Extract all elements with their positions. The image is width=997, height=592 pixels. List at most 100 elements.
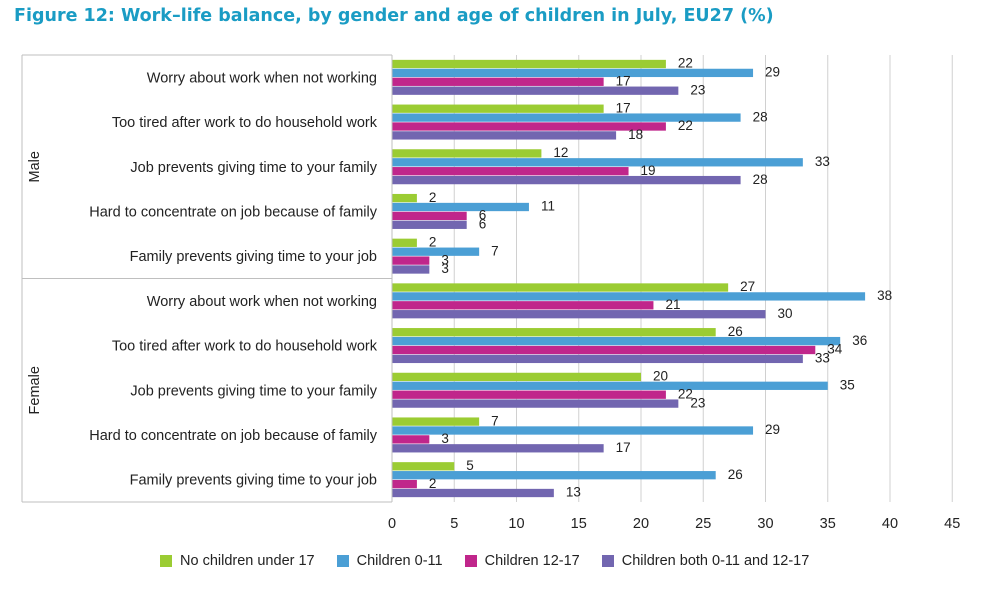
category-label: Family prevents giving time to your job (130, 473, 377, 489)
bar (392, 471, 716, 480)
legend-label: Children 0-11 (356, 553, 443, 569)
x-tick-label: 45 (944, 516, 960, 532)
data-label: 7 (491, 413, 499, 428)
x-tick-label: 15 (571, 516, 587, 532)
data-label: 3 (441, 431, 449, 446)
legend-swatch-children-both (601, 555, 614, 567)
data-label: 2 (429, 190, 437, 205)
data-label: 36 (852, 333, 867, 348)
bar (392, 122, 666, 131)
x-tick-label: 30 (757, 516, 773, 532)
data-label: 30 (778, 306, 793, 321)
bar (392, 59, 666, 69)
x-tick-label: 5 (450, 516, 458, 532)
category-label: Hard to concentrate on job because of fa… (89, 428, 377, 444)
bar (392, 462, 455, 471)
x-tick-label: 25 (695, 516, 711, 532)
bar (392, 426, 754, 435)
bar (392, 113, 741, 122)
data-label: 7 (491, 243, 499, 258)
bar (392, 193, 417, 203)
bar (392, 77, 604, 86)
bar (392, 301, 654, 310)
data-label: 23 (690, 82, 705, 97)
category-label: Worry about work when not working (147, 70, 377, 86)
data-label: 23 (690, 395, 705, 410)
category-label: Family prevents giving time to your job (130, 249, 377, 265)
data-label: 22 (678, 386, 693, 401)
legend-label: No children under 17 (180, 553, 315, 569)
data-label: 18 (628, 127, 643, 142)
bar (392, 435, 430, 444)
bar (392, 86, 679, 95)
category-label: Worry about work when not working (147, 294, 377, 310)
legend-label: Children both 0-11 and 12-17 (621, 553, 810, 569)
data-label: 38 (877, 288, 892, 303)
bar (392, 167, 629, 176)
bar (392, 488, 554, 498)
data-label: 3 (441, 261, 449, 276)
legend-item-children-both: Children both 0-11 and 12-17 (601, 553, 810, 569)
category-label: Job prevents giving time to your family (130, 383, 377, 399)
legend-item-no-children: No children under 17 (160, 553, 315, 569)
x-tick-label: 40 (882, 516, 898, 532)
data-label: 29 (765, 65, 780, 80)
group-label: Male (27, 151, 43, 182)
bar (392, 345, 816, 355)
data-label: 13 (566, 485, 581, 500)
x-tick-label: 35 (820, 516, 836, 532)
group-label: Female (27, 366, 43, 414)
bar (392, 256, 430, 265)
data-label: 33 (815, 351, 830, 366)
data-label: 22 (678, 56, 693, 71)
data-label: 20 (653, 369, 668, 384)
bar (392, 479, 417, 489)
data-label: 6 (479, 208, 487, 223)
bar (392, 328, 716, 337)
data-label: 26 (728, 324, 743, 339)
data-label: 29 (765, 422, 780, 437)
bar (392, 390, 666, 399)
bar (392, 68, 754, 78)
bar (392, 381, 828, 390)
category-label: Too tired after work to do household wor… (112, 339, 378, 355)
data-label: 26 (728, 467, 743, 482)
data-label: 33 (815, 154, 830, 169)
bar (392, 399, 679, 408)
legend-swatch-no-children (160, 555, 172, 567)
bar (392, 149, 542, 158)
data-label: 17 (616, 440, 631, 455)
data-label: 5 (466, 458, 474, 473)
x-tick-label: 20 (633, 516, 649, 532)
bar (392, 336, 841, 346)
bar (392, 292, 866, 301)
bar (392, 372, 641, 382)
x-tick-label: 0 (388, 516, 396, 532)
bar (392, 444, 604, 453)
bar (392, 175, 741, 185)
bar (392, 265, 430, 274)
bar (392, 310, 766, 319)
bar (392, 211, 467, 221)
bar (392, 283, 729, 292)
legend-item-children-12-17: Children 12-17 (464, 553, 580, 569)
bar (392, 220, 467, 229)
data-label: 2 (429, 476, 437, 491)
data-label: 19 (641, 163, 656, 178)
bar (392, 247, 480, 256)
bar (392, 238, 417, 247)
chart-title: Figure 12: Work–life balance, by gender … (14, 6, 774, 26)
legend-label: Children 12-17 (484, 553, 580, 569)
data-label: 28 (753, 109, 768, 124)
bar (392, 202, 529, 212)
data-label: 28 (753, 172, 768, 187)
data-label: 21 (665, 297, 680, 312)
legend: No children under 17 Children 0-11 Child… (160, 553, 831, 569)
legend-item-children-0-11: Children 0-11 (336, 553, 443, 569)
category-label: Hard to concentrate on job because of fa… (89, 204, 377, 220)
category-label: Job prevents giving time to your family (130, 160, 377, 176)
bar (392, 158, 803, 167)
category-label: Too tired after work to do household wor… (112, 115, 378, 131)
data-label: 27 (740, 279, 755, 294)
bar (392, 104, 604, 113)
